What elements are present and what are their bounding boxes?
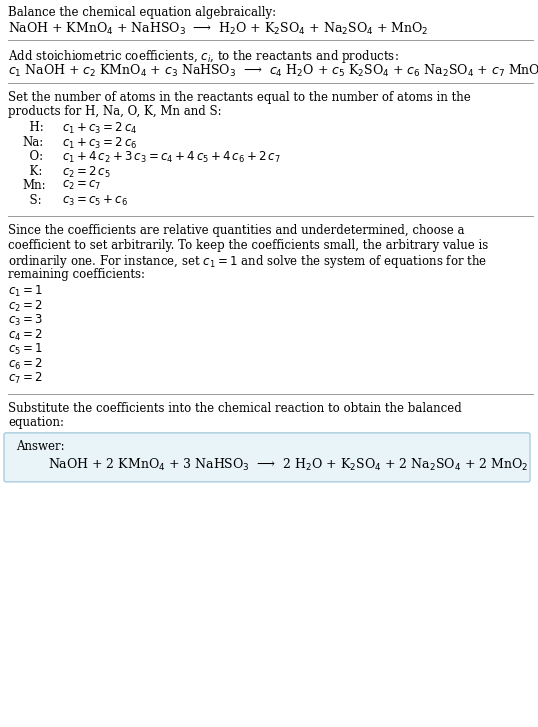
Text: NaOH + KMnO$_4$ + NaHSO$_3$  ⟶  H$_2$O + K$_2$SO$_4$ + Na$_2$SO$_4$ + MnO$_2$: NaOH + KMnO$_4$ + NaHSO$_3$ ⟶ H$_2$O + K… (8, 20, 429, 36)
Text: $c_1 + 4\,c_2 + 3\,c_3 = c_4 + 4\,c_5 + 4\,c_6 + 2\,c_7$: $c_1 + 4\,c_2 + 3\,c_3 = c_4 + 4\,c_5 + … (62, 150, 281, 166)
Text: H:: H: (22, 121, 44, 134)
Text: $c_2 = 2$: $c_2 = 2$ (8, 299, 43, 314)
Text: NaOH + 2 KMnO$_4$ + 3 NaHSO$_3$  ⟶  2 H$_2$O + K$_2$SO$_4$ + 2 Na$_2$SO$_4$ + 2 : NaOH + 2 KMnO$_4$ + 3 NaHSO$_3$ ⟶ 2 H$_2… (48, 457, 528, 473)
Text: $c_2 = 2\,c_5$: $c_2 = 2\,c_5$ (62, 165, 111, 180)
Text: $c_3 = 3$: $c_3 = 3$ (8, 313, 43, 329)
Text: Since the coefficients are relative quantities and underdetermined, choose a: Since the coefficients are relative quan… (8, 225, 464, 237)
FancyBboxPatch shape (4, 433, 530, 482)
Text: remaining coefficients:: remaining coefficients: (8, 268, 145, 281)
Text: $c_4 = 2$: $c_4 = 2$ (8, 328, 43, 343)
Text: Na:: Na: (22, 136, 43, 149)
Text: $c_1 + c_3 = 2\,c_4$: $c_1 + c_3 = 2\,c_4$ (62, 121, 138, 137)
Text: equation:: equation: (8, 417, 64, 430)
Text: Substitute the coefficients into the chemical reaction to obtain the balanced: Substitute the coefficients into the che… (8, 402, 462, 415)
Text: O:: O: (22, 150, 43, 164)
Text: $c_6 = 2$: $c_6 = 2$ (8, 357, 43, 372)
Text: Set the number of atoms in the reactants equal to the number of atoms in the: Set the number of atoms in the reactants… (8, 91, 471, 104)
Text: $c_5 = 1$: $c_5 = 1$ (8, 342, 43, 358)
Text: $c_1$ NaOH + $c_2$ KMnO$_4$ + $c_3$ NaHSO$_3$  ⟶  $c_4$ H$_2$O + $c_5$ K$_2$SO$_: $c_1$ NaOH + $c_2$ KMnO$_4$ + $c_3$ NaHS… (8, 63, 538, 79)
Text: Add stoichiometric coefficients, $c_i$, to the reactants and products:: Add stoichiometric coefficients, $c_i$, … (8, 49, 399, 65)
Text: Answer:: Answer: (16, 440, 65, 453)
Text: coefficient to set arbitrarily. To keep the coefficients small, the arbitrary va: coefficient to set arbitrarily. To keep … (8, 239, 489, 252)
Text: products for H, Na, O, K, Mn and S:: products for H, Na, O, K, Mn and S: (8, 105, 222, 119)
Text: $c_3 = c_5 + c_6$: $c_3 = c_5 + c_6$ (62, 194, 128, 208)
Text: $c_1 = 1$: $c_1 = 1$ (8, 284, 43, 300)
Text: ordinarily one. For instance, set $c_1 = 1$ and solve the system of equations fo: ordinarily one. For instance, set $c_1 =… (8, 253, 487, 270)
Text: K:: K: (22, 165, 43, 178)
Text: S:: S: (22, 194, 41, 207)
Text: Mn:: Mn: (22, 180, 46, 193)
Text: $c_1 + c_3 = 2\,c_6$: $c_1 + c_3 = 2\,c_6$ (62, 136, 138, 151)
Text: Balance the chemical equation algebraically:: Balance the chemical equation algebraica… (8, 6, 276, 19)
Text: $c_2 = c_7$: $c_2 = c_7$ (62, 180, 102, 193)
Text: $c_7 = 2$: $c_7 = 2$ (8, 371, 43, 387)
